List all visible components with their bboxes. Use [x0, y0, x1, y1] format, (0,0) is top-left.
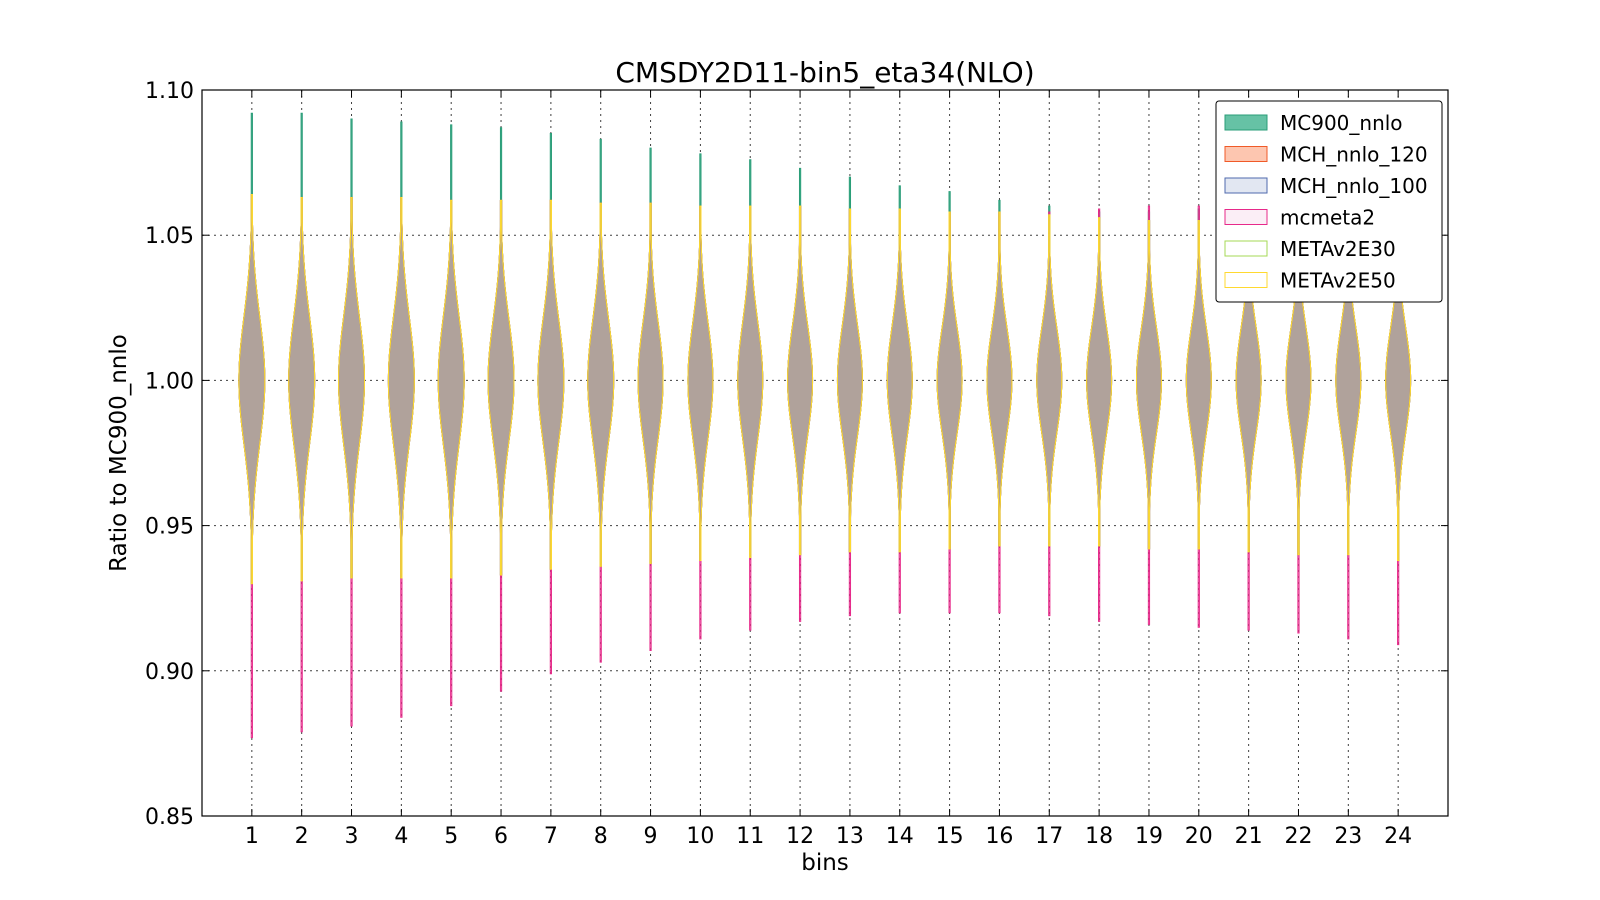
- violin-METAv2E50-bin-12: [787, 205, 814, 556]
- legend-swatch: [1224, 240, 1268, 257]
- violin-METAv2E50-bin-13: [836, 208, 863, 553]
- legend-swatch: [1224, 272, 1268, 288]
- x-tick-label: 5: [444, 824, 458, 849]
- legend-label: mcmeta2: [1280, 206, 1375, 230]
- x-tick-label: 22: [1284, 824, 1312, 849]
- legend-entry-mcmeta2: mcmeta2: [1224, 206, 1375, 230]
- x-tick-label: 13: [836, 824, 864, 849]
- legend-box: [1215, 100, 1443, 303]
- legend-label: MC900_nnlo: [1280, 111, 1403, 135]
- x-tick-label: 20: [1185, 824, 1213, 849]
- legend-label: MCH_nnlo_120: [1280, 143, 1428, 167]
- chart-title: CMSDY2D11-bin5_eta34(NLO): [615, 56, 1034, 89]
- x-tick-label: 9: [644, 824, 658, 849]
- x-tick-label: 3: [345, 824, 359, 849]
- violin-METAv2E50-bin-9: [637, 202, 664, 564]
- x-tick-label: 7: [544, 824, 558, 849]
- violin-METAv2E50-bin-17: [1036, 214, 1063, 547]
- violin-METAv2E50-bin-18: [1086, 217, 1113, 547]
- x-tick-label: 1: [245, 824, 259, 849]
- violin-METAv2E50-bin-8: [587, 202, 615, 567]
- legend-swatch: [1224, 146, 1268, 162]
- y-tick-label: 1.05: [145, 224, 194, 249]
- x-axis-title: bins: [801, 850, 849, 876]
- x-tick-label: 11: [736, 824, 764, 849]
- y-tick-label: 1.10: [145, 79, 194, 104]
- x-tick-label: 15: [936, 824, 964, 849]
- x-tick-label: 6: [494, 824, 508, 849]
- violins: [238, 112, 1412, 739]
- legend-label: METAv2E50: [1280, 269, 1396, 293]
- legend-entry-MCH_nnlo_120: MCH_nnlo_120: [1224, 143, 1428, 167]
- x-tick-label: 24: [1384, 824, 1412, 849]
- x-tick-label: 23: [1334, 824, 1362, 849]
- y-tick-label: 0.85: [145, 805, 194, 830]
- violin-METAv2E50-bin-19: [1135, 220, 1162, 550]
- x-tick-label: 2: [295, 824, 309, 849]
- legend: MC900_nnlo MCH_nnlo_120 MCH_nnlo_100mcmeta…: [1215, 100, 1443, 303]
- plot-frame: [201, 89, 1449, 817]
- legend-label: METAv2E30: [1280, 237, 1396, 261]
- x-tick-label: 12: [786, 824, 814, 849]
- x-tick-label: 21: [1235, 824, 1263, 849]
- violin-METAv2E50-bin-1: [238, 194, 266, 585]
- y-tick-label: 0.95: [145, 515, 194, 540]
- x-tick-label: 14: [886, 824, 914, 849]
- x-tick-label: 4: [394, 824, 408, 849]
- violin-METAv2E50-bin-10: [687, 205, 714, 561]
- x-tick-label: 16: [985, 824, 1013, 849]
- violin-METAv2E50-bin-15: [936, 211, 963, 550]
- x-tick-label: 19: [1135, 824, 1163, 849]
- legend-entry-METAv2E30: METAv2E30: [1224, 237, 1396, 261]
- y-tick-label: 1.00: [145, 369, 194, 394]
- violin-METAv2E50-bin-7: [537, 199, 565, 570]
- legend-entry-MCH_nnlo_100: MCH_nnlo_100: [1224, 174, 1428, 198]
- x-tick-label: 10: [686, 824, 714, 849]
- x-tick-label: 17: [1035, 824, 1063, 849]
- x-tick-label: 18: [1085, 824, 1113, 849]
- legend-entry-MC900_nnlo: MC900_nnlo: [1224, 111, 1403, 135]
- violin-METAv2E50-bin-14: [886, 208, 913, 553]
- violin-series-MCH_nnlo_120: [238, 194, 1412, 585]
- violin-METAv2E50-bin-5: [437, 199, 465, 579]
- violin-METAv2E50-bin-3: [338, 196, 365, 579]
- x-tick-label: 8: [594, 824, 608, 849]
- axes: 1 2 3 4 5 6 7 8 9 10 11 12 13 14 15 16 17 18 19 20 21 22 23 240…: [145, 79, 1449, 849]
- legend-swatch: [1224, 209, 1268, 225]
- violin-METAv2E50-bin-20: [1185, 220, 1212, 550]
- violin-METAv2E50-bin-6: [487, 199, 515, 576]
- violin-METAv2E50-bin-11: [737, 205, 764, 559]
- legend-entry-METAv2E50: METAv2E50: [1224, 269, 1396, 293]
- violin-METAv2E50-bin-4: [387, 196, 415, 579]
- legend-swatch: [1224, 177, 1268, 194]
- legend-label: MCH_nnlo_100: [1280, 174, 1428, 198]
- y-axis-title: Ratio to MC900_nnlo: [106, 334, 132, 572]
- y-tick-label: 0.90: [145, 660, 194, 685]
- violin-METAv2E50-bin-2: [288, 196, 316, 582]
- violin-series-METAv2E50: [238, 194, 1412, 585]
- legend-swatch: [1224, 114, 1268, 131]
- violin-METAv2E50-bin-16: [986, 211, 1013, 547]
